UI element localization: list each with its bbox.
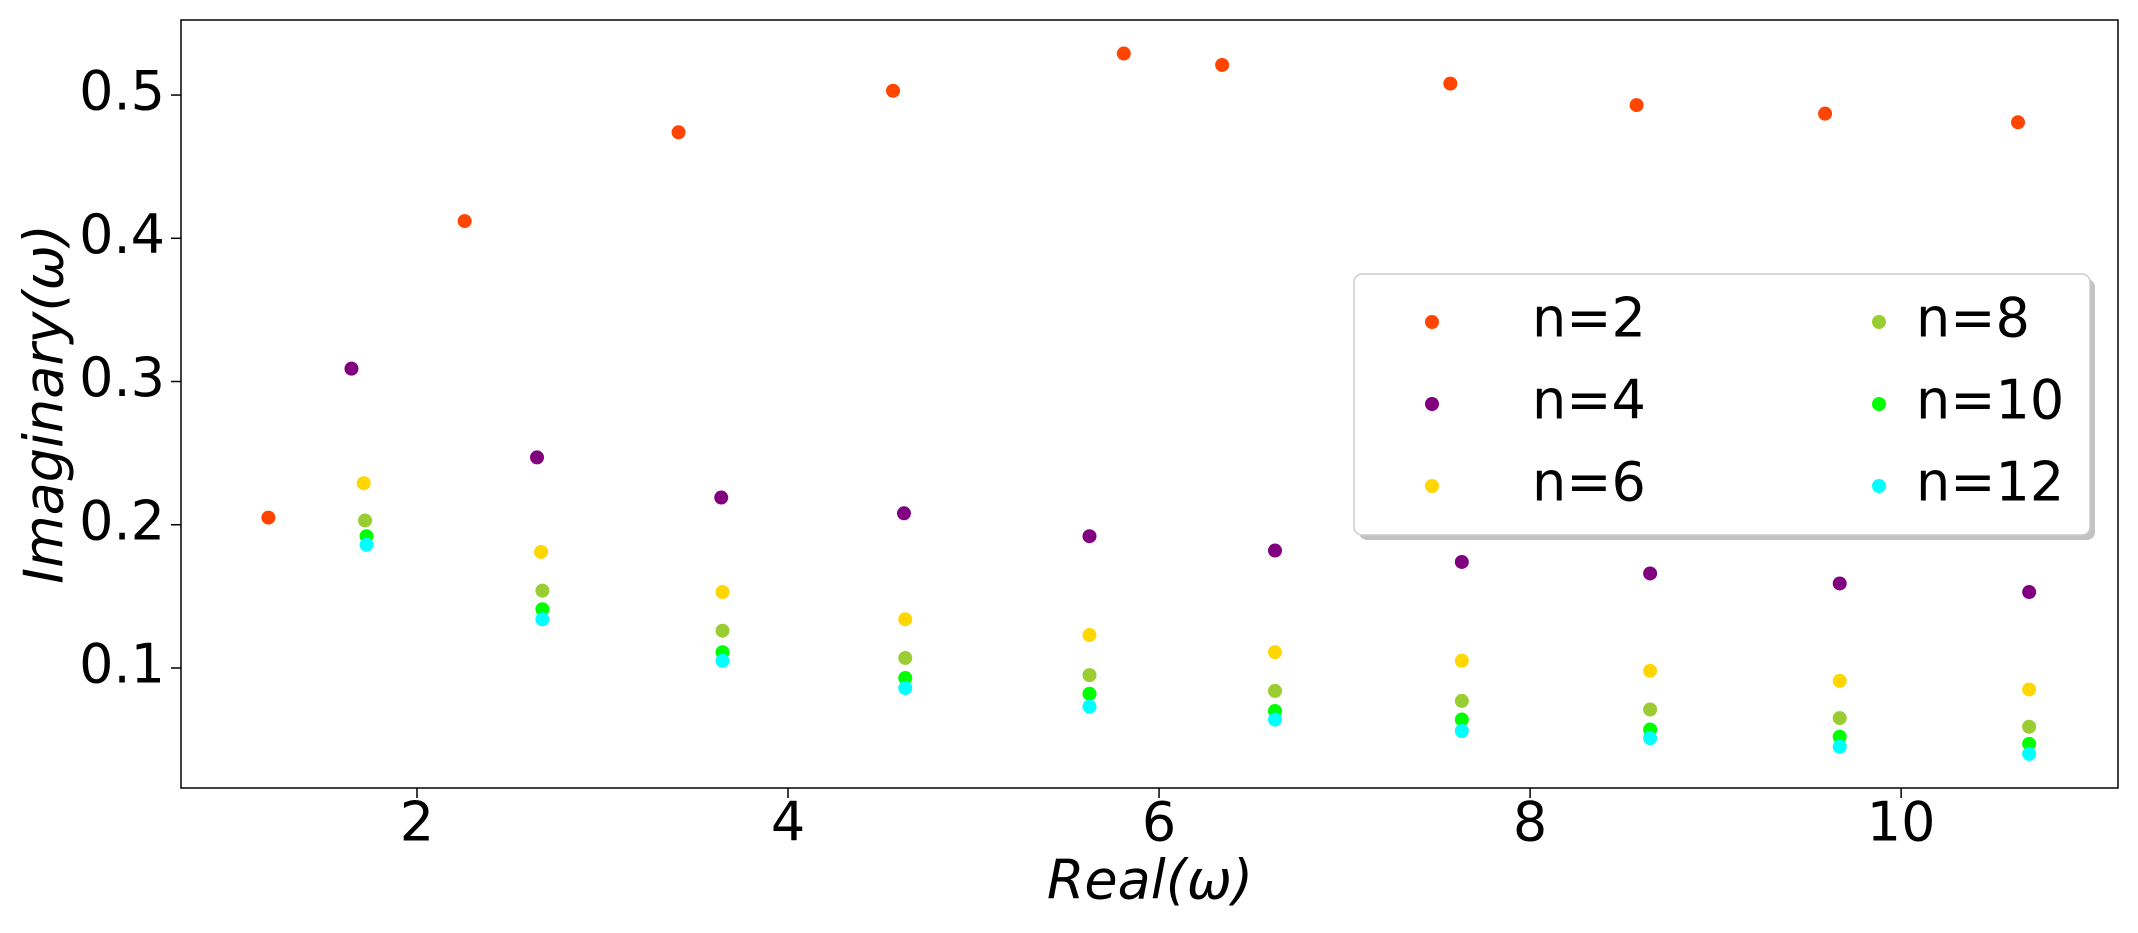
point [1268, 712, 1283, 727]
legend-marker [1425, 397, 1439, 411]
y-tick-label: 0.3 [79, 346, 165, 409]
point [530, 450, 545, 465]
point [1832, 673, 1847, 688]
legend-marker [1425, 315, 1439, 329]
point [1082, 628, 1097, 643]
point [1116, 46, 1131, 61]
legend-label: n=12 [1916, 451, 2064, 514]
point [1082, 699, 1097, 714]
point [671, 125, 686, 140]
point [1454, 653, 1469, 668]
x-tick-label: 6 [1142, 791, 1176, 854]
legend-label: n=2 [1532, 287, 1646, 350]
point [715, 585, 730, 600]
point [1268, 645, 1283, 660]
point [1643, 663, 1658, 678]
legend-marker [1872, 479, 1886, 493]
point [2022, 719, 2037, 734]
legend-label: n=4 [1532, 369, 1646, 432]
legend: n=2 n=4 n=6 n=8 n=10 n=12 [1353, 273, 2095, 540]
point [534, 544, 549, 559]
point [1454, 723, 1469, 738]
point [1215, 57, 1230, 72]
y-tick-label: 0.4 [79, 203, 165, 266]
point [1082, 529, 1097, 544]
point [1832, 576, 1847, 591]
legend-marker [1872, 315, 1886, 329]
point [1454, 712, 1469, 727]
legend-label: n=10 [1916, 369, 2064, 432]
x-tick-label: 2 [400, 791, 434, 854]
point [714, 490, 729, 505]
point [898, 612, 913, 627]
point [1643, 566, 1658, 581]
point [1082, 668, 1097, 683]
point [896, 506, 911, 521]
point [715, 623, 730, 638]
point [1629, 98, 1644, 113]
point [1268, 683, 1283, 698]
point [359, 537, 374, 552]
point [886, 83, 901, 98]
point [1268, 543, 1283, 558]
point [1454, 554, 1469, 569]
x-axis-label: Real(ω) [1047, 849, 1253, 912]
point [1643, 731, 1658, 746]
point [2022, 585, 2037, 600]
point [1443, 76, 1458, 91]
y-tick-label: 0.1 [79, 633, 165, 696]
point [535, 612, 550, 627]
point [457, 214, 472, 229]
point [1832, 729, 1847, 744]
point [1454, 693, 1469, 708]
point [1832, 711, 1847, 726]
point [344, 361, 359, 376]
x-tick-label: 4 [771, 791, 805, 854]
point [2011, 115, 2026, 130]
point [1643, 702, 1658, 717]
point [356, 476, 371, 491]
point [535, 602, 550, 617]
y-tick-label: 0.5 [79, 60, 165, 123]
point [1832, 739, 1847, 754]
point [715, 653, 730, 668]
point [898, 670, 913, 685]
x-tick-label: 10 [1867, 791, 1936, 854]
point [2022, 682, 2037, 697]
point [2022, 746, 2037, 761]
legend-label: n=8 [1916, 287, 2030, 350]
point [898, 650, 913, 665]
plot-frame [180, 19, 2119, 789]
point [1818, 106, 1833, 121]
legend-box [1353, 273, 2091, 536]
x-tick-label: 8 [1513, 791, 1547, 854]
point [358, 513, 373, 528]
legend-label: n=6 [1532, 451, 1646, 514]
point [261, 510, 276, 525]
y-tick-label: 0.2 [79, 489, 165, 552]
legend-marker [1872, 397, 1886, 411]
point [2022, 736, 2037, 751]
point [535, 583, 550, 598]
point [898, 681, 913, 696]
legend-marker [1425, 479, 1439, 493]
y-axis-label: Imaginary(ω) [13, 224, 76, 584]
point [1082, 686, 1097, 701]
